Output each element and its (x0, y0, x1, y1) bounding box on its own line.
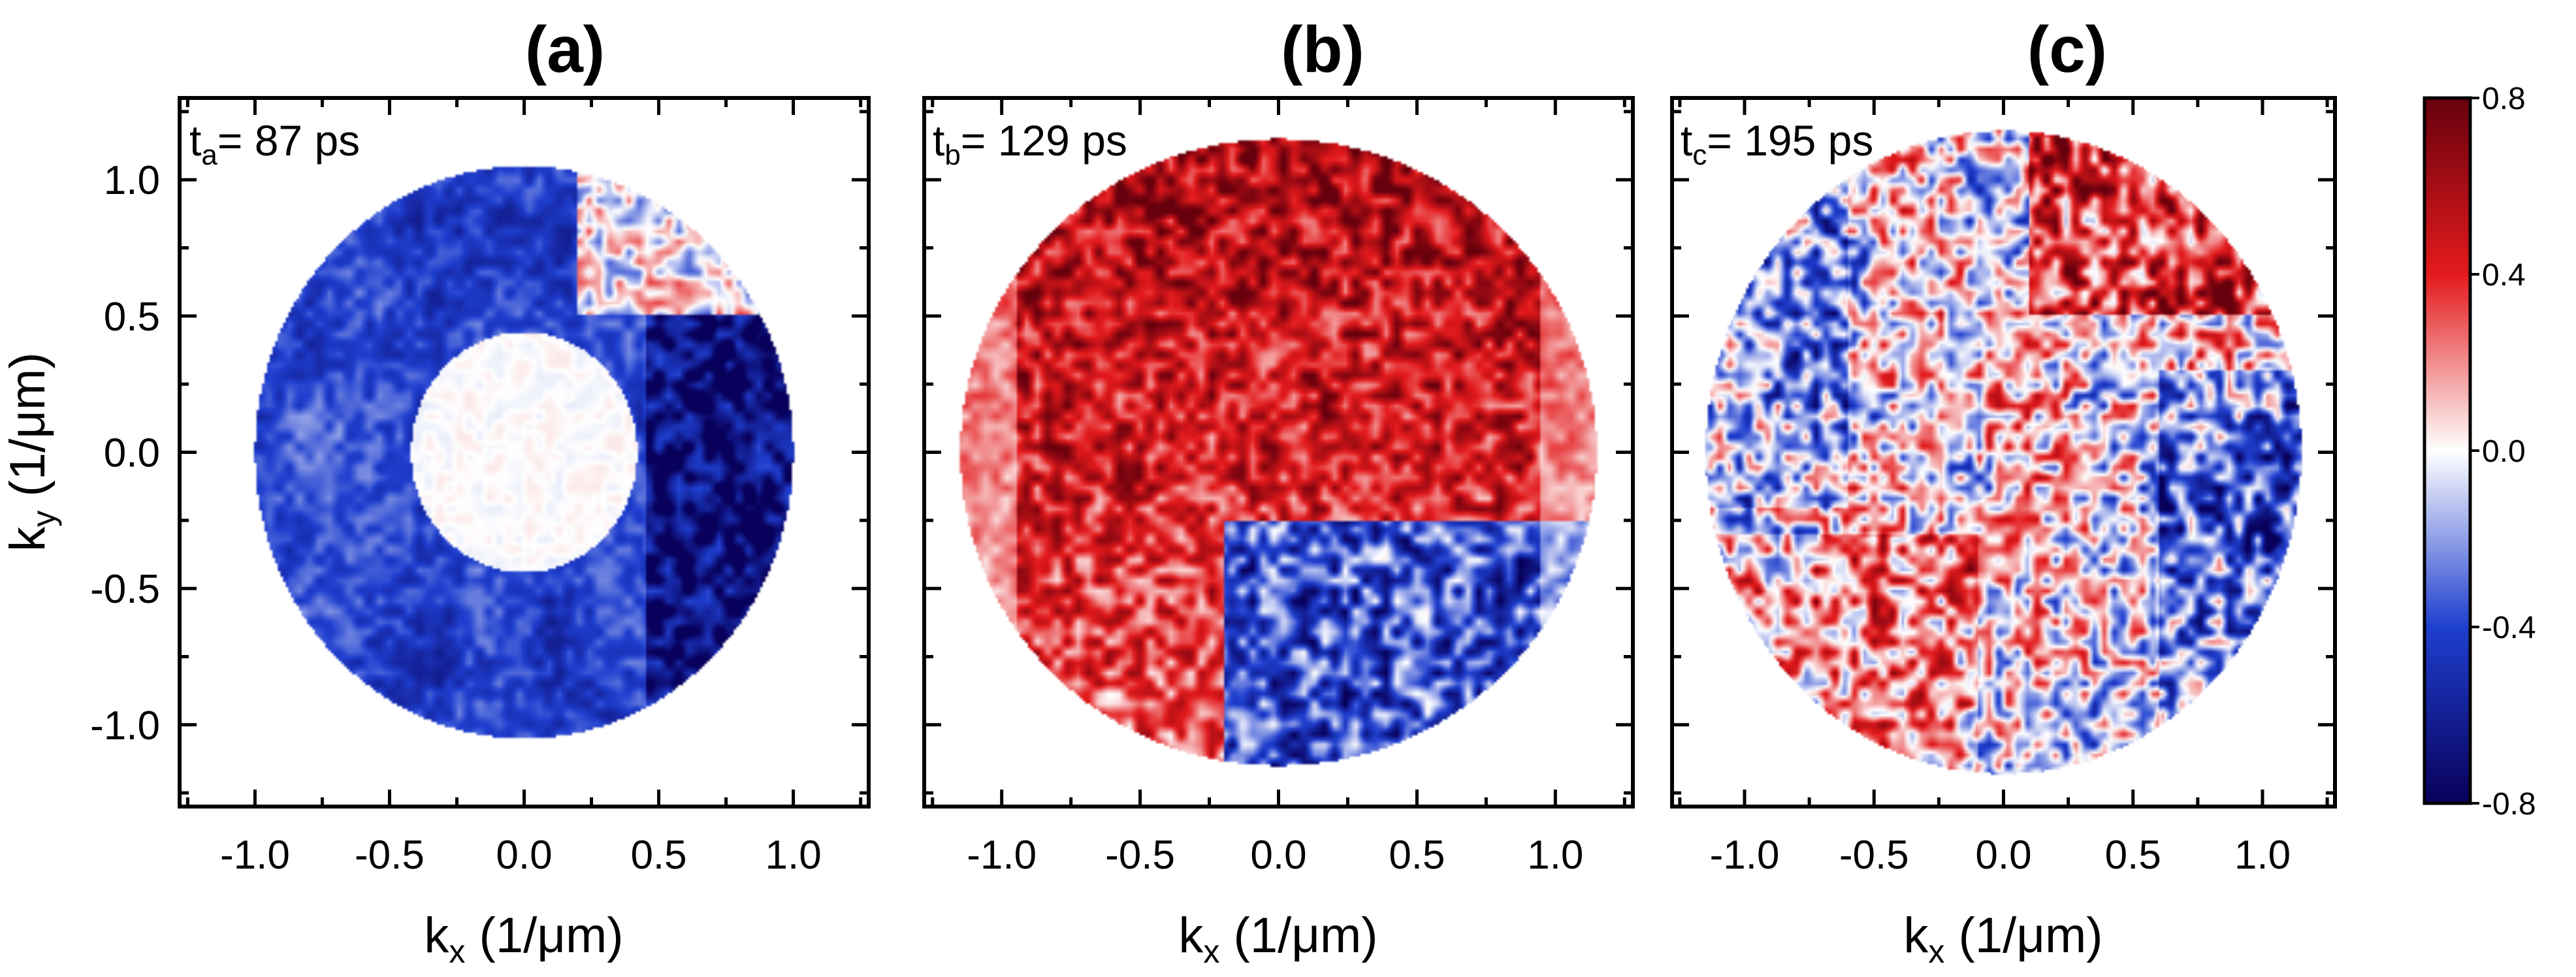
colorbar-label: 0.0 (2482, 434, 2526, 469)
x-tick-label: 0.0 (1250, 833, 1306, 878)
x-tick-labels-a: -1.0 -0.5 0.0 0.5 1.0 (220, 833, 822, 878)
x-tick-labels-c: -1.0 -0.5 0.0 0.5 1.0 (1710, 833, 2291, 878)
colorbar-label: -0.8 (2482, 787, 2536, 822)
x-axis-title-unit: (1/μm) (465, 908, 623, 963)
x-axis-title-sub: x (1928, 933, 1944, 970)
time-value: = 87 ps (217, 116, 360, 165)
x-axis-title-main: k (1903, 908, 1929, 963)
x-axis-title-sub: x (1203, 933, 1219, 970)
heatmap-image-a (180, 98, 869, 807)
heatmap-image-c (1672, 98, 2335, 807)
x-tick-label: 0.5 (2105, 833, 2161, 878)
colorbar (2423, 96, 2472, 805)
y-tick-label: -0.5 (90, 567, 160, 612)
y-tick-label: 0.5 (104, 295, 160, 340)
time-annotation-b: tb= 129 ps (933, 116, 1127, 171)
x-tick-label: -1.0 (220, 833, 290, 878)
colorbar-label: 0.4 (2482, 258, 2526, 293)
y-axis-title: ky (1/μm) (0, 352, 62, 551)
x-tick-label: 1.0 (1527, 833, 1583, 878)
x-axis-title-main: k (1178, 908, 1204, 963)
x-tick-label: -1.0 (1710, 833, 1780, 878)
y-tick-label: -1.0 (90, 703, 160, 748)
y-axis-title-main: k (0, 526, 56, 552)
x-axis-title-main: k (424, 908, 449, 963)
panel-title-c: (c) (2027, 13, 2107, 86)
x-tick-label: 1.0 (2234, 833, 2291, 878)
panel-title-a: (a) (525, 13, 605, 86)
x-axis-title-b: kx (1/μm) (1178, 908, 1377, 970)
y-tick-labels-a: -1.0 -0.5 0.0 0.5 1.0 (90, 158, 160, 748)
x-tick-label: -0.5 (1105, 833, 1175, 878)
x-axis-title-c: kx (1/μm) (1903, 908, 2102, 970)
panel-title-b: (b) (1281, 13, 1364, 86)
time-annotation-a: ta= 87 ps (189, 116, 360, 171)
x-axis-title-a: kx (1/μm) (424, 908, 623, 970)
y-axis-title-sub: y (25, 511, 62, 527)
x-tick-label: -0.5 (355, 833, 425, 878)
y-axis-title-unit: (1/μm) (0, 352, 56, 510)
x-tick-label: 1.0 (765, 833, 822, 878)
x-tick-labels-b: -1.0 -0.5 0.0 0.5 1.0 (967, 833, 1583, 878)
x-tick-label: -1.0 (967, 833, 1037, 878)
y-tick-label: 0.0 (104, 431, 160, 476)
x-tick-label: 0.0 (496, 833, 552, 878)
time-value: = 129 ps (961, 116, 1127, 165)
time-annotation-c: tc= 195 ps (1681, 116, 1873, 171)
time-symbol: t (189, 116, 201, 165)
time-value: = 195 ps (1707, 116, 1873, 165)
x-axis-title-unit: (1/μm) (1219, 908, 1377, 963)
colorbar-label: 0.8 (2482, 82, 2526, 116)
x-tick-label: 0.5 (630, 833, 686, 878)
x-tick-label: 0.0 (1975, 833, 2031, 878)
ticks-a (180, 98, 869, 807)
time-symbol: t (933, 116, 944, 165)
colorbar-ticks (2470, 97, 2479, 805)
x-axis-title-unit: (1/μm) (1944, 908, 2102, 963)
y-tick-label: 1.0 (104, 158, 160, 203)
colorbar-label: -0.4 (2482, 611, 2536, 645)
ticks-b (924, 98, 1633, 807)
x-axis-title-sub: x (449, 933, 465, 970)
colorbar-labels: 0.8 0.4 0.0 -0.4 -0.8 (2482, 82, 2536, 822)
time-subscript: c (1692, 139, 1707, 171)
heatmap-image-b (924, 98, 1633, 807)
ticks-c (1672, 98, 2335, 807)
time-symbol: t (1681, 116, 1692, 165)
x-tick-label: 0.5 (1389, 833, 1445, 878)
x-tick-label: -0.5 (1839, 833, 1909, 878)
time-subscript: b (944, 139, 960, 171)
time-subscript: a (201, 139, 217, 171)
